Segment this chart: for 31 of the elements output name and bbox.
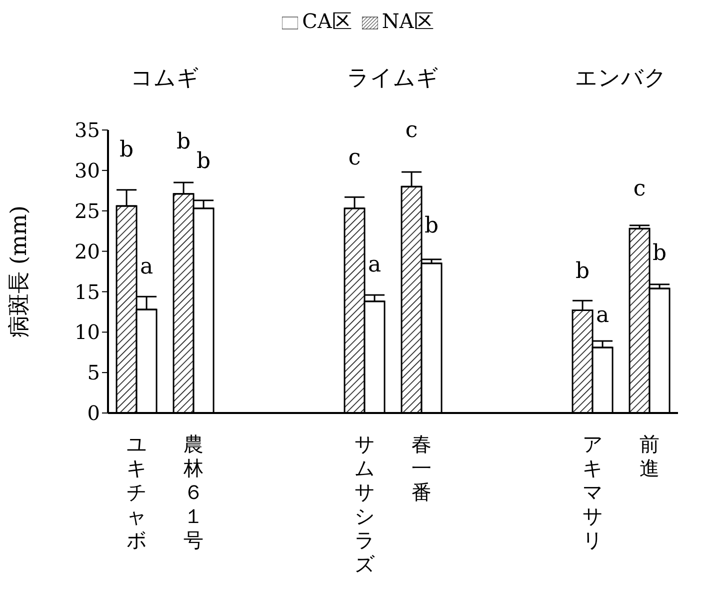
y-tick-label: 30 [74,158,100,183]
text: コムギ [130,65,200,93]
y-tick-label: 5 [87,360,100,385]
x-tick-label: 農林６１号 [182,432,204,552]
data-label: b [576,258,590,284]
data-label: a [596,303,610,328]
x-tick-label: ユキチャボ [126,432,146,552]
x-tick-label: 春一番 [412,432,432,504]
data-label: b [652,241,667,266]
text: エンバク [574,65,668,93]
data-label: b [120,138,134,163]
data-label: c [633,176,646,202]
y-tick-label: 20 [74,239,100,264]
y-tick-label: 25 [74,198,100,223]
data-label: c [348,146,361,171]
y-tick-label: 35 [74,118,100,142]
y-tick-label: 0 [87,401,100,426]
data-label: b [176,130,191,155]
data-label: a [140,254,154,280]
data-label: a [368,252,382,278]
text: ライムギ [346,65,440,93]
data-label: b [424,214,439,239]
data-label: b [196,149,211,174]
legend-label: NA区 [382,9,434,33]
legend-label: CA区 [302,9,352,33]
data-label: c [405,118,418,144]
x-tick-label: 前進 [640,432,660,480]
y-tick-label: 15 [74,280,100,304]
x-tick-label: アキマサリ [582,432,602,552]
y-tick-label: 10 [74,320,100,344]
x-tick-label: サムサシラズ [354,432,376,576]
